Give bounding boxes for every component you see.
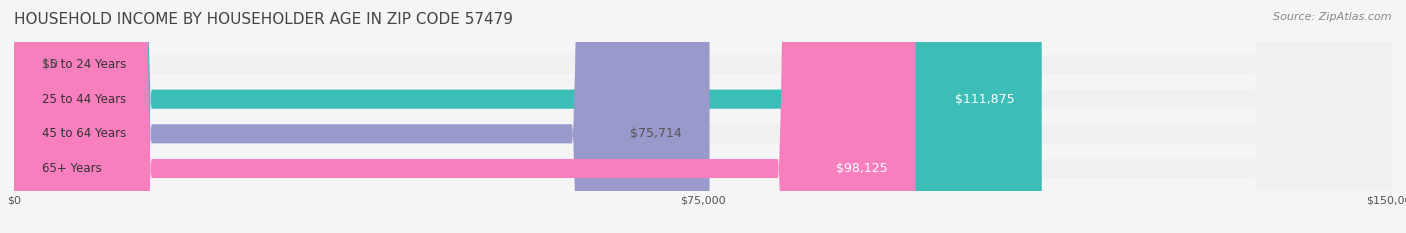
Text: $75,714: $75,714 (630, 127, 682, 140)
Text: $111,875: $111,875 (955, 93, 1014, 106)
Text: Source: ZipAtlas.com: Source: ZipAtlas.com (1274, 12, 1392, 22)
FancyBboxPatch shape (14, 0, 1392, 233)
Text: 45 to 64 Years: 45 to 64 Years (42, 127, 127, 140)
Text: 15 to 24 Years: 15 to 24 Years (42, 58, 127, 71)
FancyBboxPatch shape (14, 0, 710, 233)
FancyBboxPatch shape (14, 0, 1392, 233)
Text: 25 to 44 Years: 25 to 44 Years (42, 93, 127, 106)
Text: $0: $0 (42, 58, 58, 71)
Text: HOUSEHOLD INCOME BY HOUSEHOLDER AGE IN ZIP CODE 57479: HOUSEHOLD INCOME BY HOUSEHOLDER AGE IN Z… (14, 12, 513, 27)
FancyBboxPatch shape (14, 0, 915, 233)
FancyBboxPatch shape (14, 0, 1392, 233)
Text: 65+ Years: 65+ Years (42, 162, 101, 175)
FancyBboxPatch shape (14, 0, 1042, 233)
Text: $98,125: $98,125 (837, 162, 887, 175)
FancyBboxPatch shape (14, 0, 1392, 233)
